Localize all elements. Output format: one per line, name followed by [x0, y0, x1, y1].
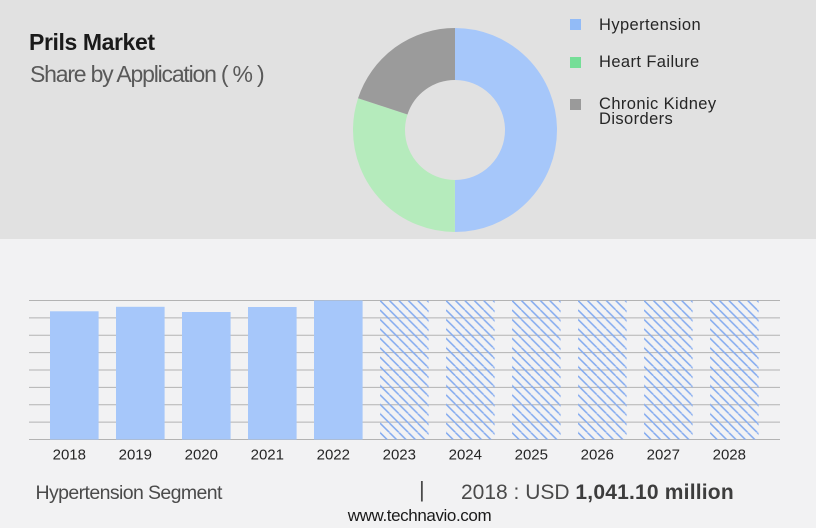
- svg-text:2028: 2028: [713, 446, 746, 463]
- svg-text:2023: 2023: [383, 446, 416, 463]
- svg-text:2022: 2022: [317, 446, 350, 463]
- svg-text:2021: 2021: [251, 446, 284, 463]
- svg-text:2019: 2019: [119, 446, 152, 463]
- svg-text:2020: 2020: [185, 446, 218, 463]
- svg-text:2024: 2024: [449, 446, 482, 463]
- svg-text:2027: 2027: [647, 446, 680, 463]
- svg-text:2026: 2026: [581, 446, 614, 463]
- svg-text:2018: 2018: [53, 446, 86, 463]
- svg-text:2025: 2025: [515, 446, 548, 463]
